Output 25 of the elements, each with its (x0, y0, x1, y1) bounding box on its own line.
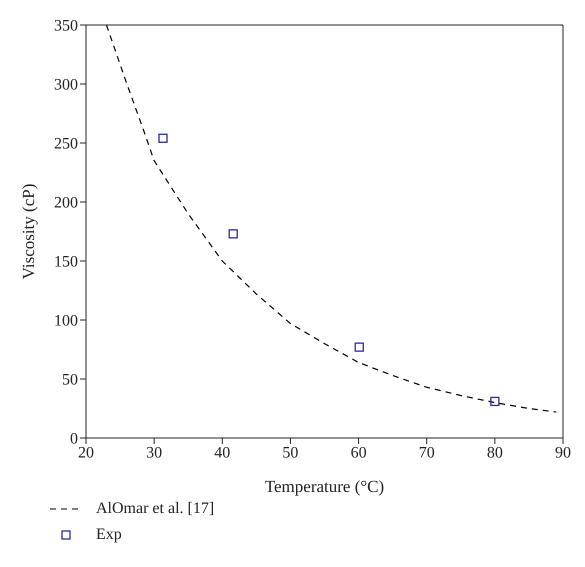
point (490, 396, 500, 406)
line-series (106, 25, 557, 413)
y-axis-title: Viscosity (cP) (19, 184, 38, 280)
y-tick-label: 200 (54, 194, 78, 212)
x-tick-label: 30 (146, 444, 162, 462)
x-tick-label: 70 (418, 444, 435, 462)
y-tick-label: 300 (54, 76, 78, 94)
point (158, 134, 168, 143)
legend-label: AlOmar et al. [17] (96, 500, 214, 518)
x-tick-label: 50 (282, 444, 298, 462)
x-tick-label: 60 (350, 444, 367, 462)
y-tick-label: 150 (54, 254, 78, 271)
x-tick-label: 20 (78, 444, 94, 462)
x-tick-label: 80 (486, 444, 503, 462)
legend-label: Exp (96, 526, 122, 544)
x-axis-title: Temperature (°C) (264, 477, 384, 496)
point (228, 229, 238, 239)
y-tick-label: 100 (54, 312, 78, 330)
x-tick-label: 90 (555, 444, 571, 462)
y-tick-label: 50 (62, 372, 78, 389)
y-tick-label: 0 (70, 430, 78, 448)
x-tick-label: 40 (214, 444, 230, 462)
y-tick-label: 350 (54, 18, 78, 35)
point (354, 342, 364, 352)
y-tick-label: 250 (54, 136, 78, 153)
